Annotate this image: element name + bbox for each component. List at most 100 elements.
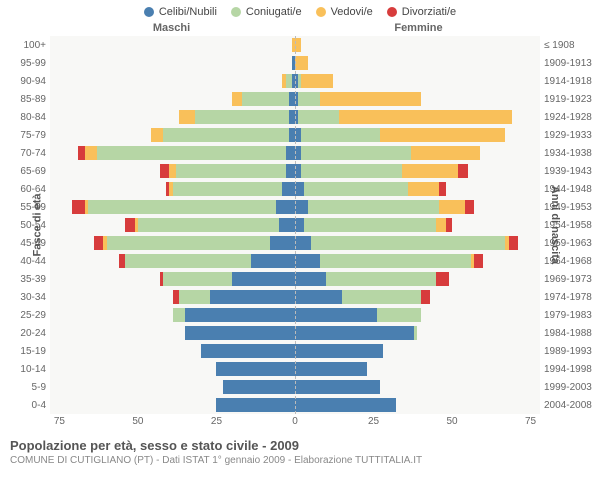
legend-label: Divorziati/e bbox=[402, 6, 456, 18]
bar-seg-cg bbox=[195, 110, 289, 124]
birth-tick: 1989-1993 bbox=[540, 342, 600, 360]
bar-seg-v bbox=[380, 128, 506, 142]
bar-seg-v bbox=[295, 56, 308, 70]
bar-seg-c bbox=[295, 200, 308, 214]
legend-item: Vedovi/e bbox=[316, 6, 373, 18]
birth-tick: 2004-2008 bbox=[540, 396, 600, 414]
birth-tick: 1914-1918 bbox=[540, 72, 600, 90]
legend-dot bbox=[316, 7, 326, 17]
age-tick: 20-24 bbox=[0, 324, 50, 342]
bar-seg-cg bbox=[163, 128, 289, 142]
bar-seg-v bbox=[436, 218, 445, 232]
birth-tick: 1999-2003 bbox=[540, 378, 600, 396]
age-tick: 95-99 bbox=[0, 54, 50, 72]
age-tick: 15-19 bbox=[0, 342, 50, 360]
bar-seg-c bbox=[295, 380, 380, 394]
age-tick: 90-94 bbox=[0, 72, 50, 90]
bar-seg-c bbox=[276, 200, 295, 214]
bar-seg-c bbox=[295, 290, 342, 304]
x-tick: 75 bbox=[54, 416, 65, 427]
bar-seg-d bbox=[436, 272, 449, 286]
bar-seg-d bbox=[125, 218, 134, 232]
legend-dot bbox=[387, 7, 397, 17]
bar-seg-c bbox=[279, 218, 295, 232]
legend-dot bbox=[231, 7, 241, 17]
bar-seg-v bbox=[85, 146, 98, 160]
bar-seg-cg bbox=[107, 236, 270, 250]
bar-seg-c bbox=[286, 146, 295, 160]
age-tick: 85-89 bbox=[0, 90, 50, 108]
bar-seg-d bbox=[474, 254, 483, 268]
legend-dot bbox=[144, 7, 154, 17]
age-tick: 0-4 bbox=[0, 396, 50, 414]
bar-seg-cg bbox=[301, 146, 411, 160]
x-tick: 0 bbox=[292, 416, 298, 427]
bar-seg-c bbox=[295, 182, 304, 196]
bar-seg-cg bbox=[298, 92, 320, 106]
bar-seg-c bbox=[286, 164, 295, 178]
bar-seg-cg bbox=[173, 182, 283, 196]
birth-tick: 1939-1943 bbox=[540, 162, 600, 180]
legend: Celibi/NubiliConiugati/eVedovi/eDivorzia… bbox=[0, 0, 600, 18]
bar-seg-c bbox=[216, 362, 295, 376]
bar-seg-v bbox=[301, 74, 332, 88]
bar-seg-v bbox=[179, 110, 195, 124]
bar-seg-cg bbox=[298, 110, 339, 124]
birth-tick: 1974-1978 bbox=[540, 288, 600, 306]
x-axis: 7550250255075 bbox=[0, 414, 600, 432]
center-line bbox=[295, 36, 296, 414]
bar-seg-c bbox=[295, 308, 377, 322]
female-header: Femmine bbox=[297, 22, 540, 34]
birth-tick: 1909-1913 bbox=[540, 54, 600, 72]
x-ticks: 7550250255075 bbox=[50, 414, 540, 432]
bar-seg-v bbox=[320, 92, 421, 106]
bar-seg-c bbox=[210, 290, 295, 304]
bar-seg-c bbox=[185, 308, 295, 322]
bar-seg-cg bbox=[97, 146, 285, 160]
bar-seg-c bbox=[251, 254, 295, 268]
birth-tick: 1984-1988 bbox=[540, 324, 600, 342]
y-axis-left-label: Fasce di età bbox=[31, 194, 43, 257]
bar-seg-c bbox=[232, 272, 295, 286]
bar-seg-cg bbox=[342, 290, 421, 304]
bar-seg-v bbox=[151, 128, 164, 142]
bar-seg-d bbox=[439, 182, 445, 196]
bar-seg-c bbox=[295, 218, 304, 232]
legend-item: Divorziati/e bbox=[387, 6, 456, 18]
bar-seg-c bbox=[295, 326, 414, 340]
bar-seg-cg bbox=[414, 326, 417, 340]
legend-item: Coniugati/e bbox=[231, 6, 302, 18]
bar-seg-d bbox=[458, 164, 467, 178]
bar-seg-c bbox=[185, 326, 295, 340]
age-tick: 10-14 bbox=[0, 360, 50, 378]
bar-seg-cg bbox=[320, 254, 471, 268]
birth-tick: 1994-1998 bbox=[540, 360, 600, 378]
age-tick: 100+ bbox=[0, 36, 50, 54]
bar-seg-v bbox=[402, 164, 459, 178]
birth-tick: 1934-1938 bbox=[540, 144, 600, 162]
chart-title: Popolazione per età, sesso e stato civil… bbox=[10, 438, 590, 453]
bar-seg-c bbox=[270, 236, 295, 250]
population-pyramid-chart: Celibi/NubiliConiugati/eVedovi/eDivorzia… bbox=[0, 0, 600, 500]
age-tick: 35-39 bbox=[0, 270, 50, 288]
bar-seg-cg bbox=[125, 254, 251, 268]
bar-seg-v bbox=[439, 200, 464, 214]
bar-seg-cg bbox=[179, 290, 210, 304]
bar-seg-v bbox=[408, 182, 439, 196]
age-tick: 75-79 bbox=[0, 126, 50, 144]
bar-seg-v bbox=[411, 146, 480, 160]
x-tick: 25 bbox=[211, 416, 222, 427]
x-tick: 25 bbox=[368, 416, 379, 427]
bar-seg-cg bbox=[176, 164, 286, 178]
birth-tick: 1924-1928 bbox=[540, 108, 600, 126]
birth-tick: 1979-1983 bbox=[540, 306, 600, 324]
legend-label: Coniugati/e bbox=[246, 6, 302, 18]
age-tick: 5-9 bbox=[0, 378, 50, 396]
bar-seg-d bbox=[465, 200, 474, 214]
bar-seg-cg bbox=[304, 182, 408, 196]
bar-seg-v bbox=[232, 92, 241, 106]
bar-seg-c bbox=[282, 182, 295, 196]
bar-seg-c bbox=[295, 362, 367, 376]
birth-tick: 1929-1933 bbox=[540, 126, 600, 144]
bar-seg-c bbox=[223, 380, 295, 394]
